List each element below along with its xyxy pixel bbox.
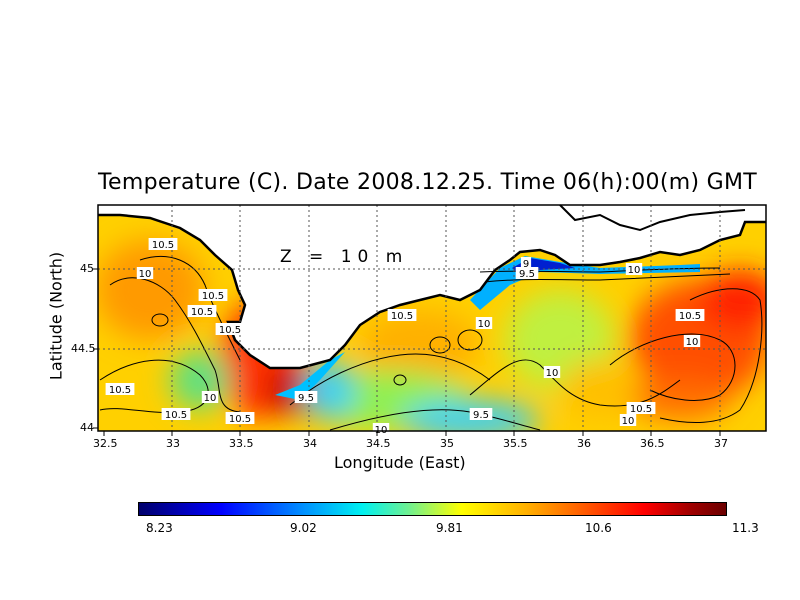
contour-label: 10.5 [165, 410, 187, 421]
x-tick-label: 36 [577, 437, 591, 450]
contour-label-bg [387, 309, 417, 321]
contour-label: 9.5 [298, 393, 314, 404]
coastline-north [559, 204, 746, 232]
contour-label: 10.5 [202, 291, 224, 302]
contour-label-bg [543, 366, 561, 378]
y-tick-label: 44.5 [71, 342, 96, 355]
contour-label-bg [469, 408, 493, 420]
colorbar-tick-label: 8.23 [146, 521, 173, 535]
x-tick-label: 36.5 [640, 437, 665, 450]
colorbar-tick-label: 11.3 [732, 521, 759, 535]
x-tick-label: 33 [166, 437, 180, 450]
contour-label: 10.5 [630, 404, 652, 415]
contour-label: 10 [204, 393, 217, 404]
contour-label: 9 [523, 259, 529, 270]
x-tick-label: 34 [303, 437, 317, 450]
contour-lines [99, 256, 763, 431]
tick-marks [93, 268, 721, 436]
contour-label: 10.5 [229, 414, 251, 425]
contour-label-bg [201, 391, 219, 403]
plot-frame [97, 204, 767, 432]
contour-label: 10 [139, 269, 152, 280]
x-tick-label: 37 [714, 437, 728, 450]
y-axis-title: Latitude (North) [46, 251, 66, 381]
contour-label-bg [148, 238, 178, 250]
contour-label: 10.5 [152, 240, 174, 251]
contour-label-bg [515, 267, 539, 279]
temperature-field [98, 205, 766, 431]
contour-label: 10 [546, 368, 559, 379]
contour-label-bg [225, 412, 255, 424]
contour-label: 9.5 [473, 410, 489, 421]
x-tick-label: 35.5 [503, 437, 528, 450]
contour-label-bg [683, 335, 701, 347]
contour-label-bg [626, 402, 656, 414]
contour-label-bg [187, 305, 217, 317]
contour-label: 10.5 [191, 307, 213, 318]
contour-label: 10.5 [109, 385, 131, 396]
colorbar-tick-label: 9.02 [290, 521, 317, 535]
contour-label-bg [161, 408, 191, 420]
x-tick-label: 35 [440, 437, 454, 450]
contour-label-bg [475, 317, 493, 329]
x-tick-label: 34.5 [366, 437, 391, 450]
depth-label: Z = 10 m [280, 247, 409, 267]
x-tick-label: 32.5 [93, 437, 118, 450]
coastline [98, 213, 766, 370]
colorbar [138, 502, 727, 516]
contour-label: 10 [628, 265, 641, 276]
contour-label: 9.5 [519, 269, 535, 280]
contour-label-bg [625, 263, 643, 275]
contour-label-bg [215, 323, 245, 335]
contour-label-bg [198, 289, 228, 301]
x-tick-label: 33.5 [229, 437, 254, 450]
contour-label: 10 [686, 337, 699, 348]
contour-label-bg [675, 309, 705, 321]
contour-label-bg [520, 257, 532, 269]
contour-label: 10.5 [219, 325, 241, 336]
colorbar-tick-label: 10.6 [585, 521, 612, 535]
map-title: Temperature (C). Date 2008.12.25. Time 0… [98, 170, 757, 195]
x-axis-title: Longitude (East) [334, 453, 466, 472]
contour-label: 10.5 [391, 311, 413, 322]
grid-lines [98, 205, 766, 431]
contour-label-bg [136, 267, 154, 279]
colorbar-tick-label: 9.81 [436, 521, 463, 535]
contour-label: 10 [622, 416, 635, 427]
contour-label-bg [294, 391, 318, 403]
contour-label-bg [105, 383, 135, 395]
y-tick-label: 45 [80, 262, 94, 275]
contour-label: 10.5 [679, 311, 701, 322]
contour-label: 10 [478, 319, 491, 330]
contour-label-bg [619, 414, 637, 426]
y-tick-label: 44 [80, 421, 94, 434]
